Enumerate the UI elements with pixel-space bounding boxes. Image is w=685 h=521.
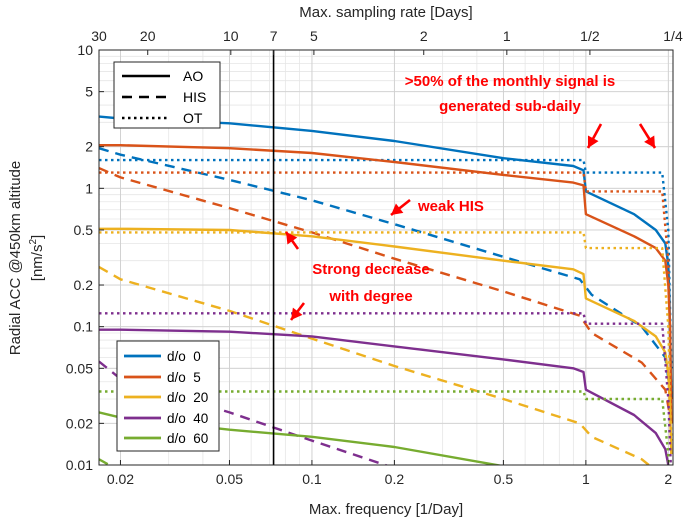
arrow-weak-his-head xyxy=(391,203,404,215)
x-axis-label: Max. frequency [1/Day] xyxy=(309,501,463,518)
x-tick-label: 0.05 xyxy=(216,471,243,487)
arrow-signal-right-head xyxy=(644,135,655,148)
legend-ot-label: OT xyxy=(183,110,203,126)
annotation-strong-decrease-line2: with degree xyxy=(328,288,412,305)
top-tick-label: 1/2 xyxy=(580,28,600,44)
y-tick-label: 2 xyxy=(85,139,93,155)
y-tick-label: 0.1 xyxy=(74,319,94,335)
annotation-strong-decrease-line1: Strong decrease xyxy=(312,261,430,278)
x-tick-label: 0.2 xyxy=(385,471,405,487)
x-tick-label: 0.5 xyxy=(494,471,514,487)
y-tick-label: 0.5 xyxy=(74,222,94,238)
legend-do40-label: d/o 40 xyxy=(167,411,208,426)
series-do-60-his xyxy=(99,458,112,465)
y-axis-label: Radial ACC @450km altitude xyxy=(7,161,24,356)
y-tick-label: 5 xyxy=(85,84,93,100)
series-do-5-ot xyxy=(99,171,673,400)
y-tick-label: 0.2 xyxy=(74,277,94,293)
arrow-strong-decrease-upper-head xyxy=(286,232,298,245)
series-do-40-ot xyxy=(99,312,672,465)
x-tick-label: 1 xyxy=(582,471,590,487)
top-tick-label: 5 xyxy=(310,28,318,44)
annotation-signal-line2: generated sub-daily xyxy=(439,98,581,115)
top-tick-label: 1/4 xyxy=(663,28,683,44)
legend-do0-label: d/o 0 xyxy=(167,349,201,364)
annotation-weak-his-text: weak HIS xyxy=(417,198,484,215)
y-tick-label: 0.05 xyxy=(66,360,93,376)
series-do-40-ao xyxy=(99,328,670,465)
series-do-20-his xyxy=(99,265,651,465)
series-do-5-ao xyxy=(99,144,673,424)
top-tick-label: 7 xyxy=(270,28,278,44)
x-tick-label: 0.1 xyxy=(302,471,322,487)
axis-ticks: 0.02 0.05 0.1 0.2 0.5 1 2 0.01 0.02 0.05 0.1 0.2 0.5… xyxy=(66,28,683,487)
arrow-signal-left-head xyxy=(587,135,599,148)
y-axis-unit-prefix: [nm/s xyxy=(29,245,46,282)
top-tick-label: 10 xyxy=(223,28,239,44)
degree-legend: d/o 0 d/o 5 d/o 20 d/o 40 d/o 60 xyxy=(116,340,220,452)
y-axis-unit: [nm/s2] xyxy=(28,235,46,281)
top-axis-label: Max. sampling rate [Days] xyxy=(299,4,472,21)
style-legend-box xyxy=(113,61,221,129)
y-tick-label: 10 xyxy=(77,42,93,58)
series-do-0-ao xyxy=(99,115,673,400)
top-tick-label: 1 xyxy=(503,28,511,44)
legend-do20-label: d/o 20 xyxy=(167,390,208,405)
series-do-20-ot xyxy=(99,231,673,441)
series-do-0-ot xyxy=(99,158,673,369)
annotation-signal-line1: >50% of the monthly signal is xyxy=(405,73,615,90)
y-tick-label: 0.02 xyxy=(66,415,93,431)
top-tick-label: 20 xyxy=(140,28,156,44)
top-tick-label: 2 xyxy=(420,28,428,44)
x-tick-label: 0.02 xyxy=(107,471,134,487)
y-axis-unit-suffix: ] xyxy=(29,235,46,239)
legend-do5-label: d/o 5 xyxy=(167,370,201,385)
style-legend: AO HIS OT xyxy=(113,61,221,129)
legend-do60-label: d/o 60 xyxy=(167,431,208,446)
y-axis-unit-sup: 2 xyxy=(28,239,39,245)
legend-his-label: HIS xyxy=(183,89,206,105)
x-tick-label: 2 xyxy=(664,471,672,487)
plot-frame xyxy=(98,49,674,466)
y-tick-label: 1 xyxy=(85,180,93,196)
y-tick-label: 0.01 xyxy=(66,457,93,473)
annotation-arrows xyxy=(284,123,657,321)
arrow-strong-decrease-lower-head xyxy=(291,307,303,320)
annotations: >50% of the monthly signal is generated … xyxy=(312,73,615,305)
top-tick-label: 30 xyxy=(91,28,107,44)
legend-ao-label: AO xyxy=(183,68,203,84)
